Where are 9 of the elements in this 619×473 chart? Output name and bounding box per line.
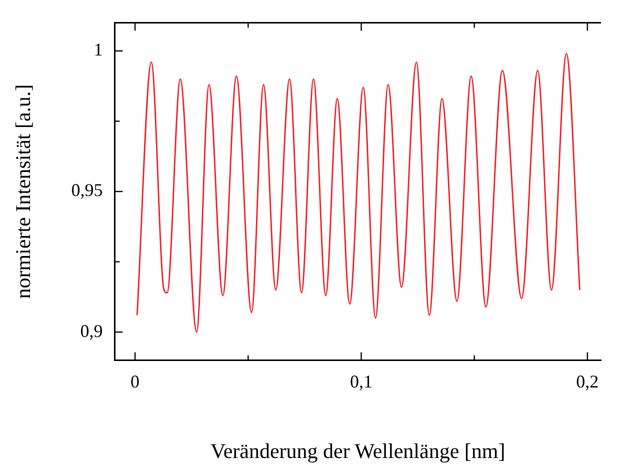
- x-axis-title: Veränderung der Wellenlänge [nm]: [210, 438, 506, 463]
- y-tick-label: 1: [94, 40, 103, 60]
- line-series: [136, 53, 580, 333]
- x-tick-label: 0: [130, 372, 140, 392]
- x-tick-label: 0,2: [576, 372, 599, 392]
- y-tick-label: 0,95: [71, 180, 103, 200]
- y-axis-title: normierte Intensität [a.u.]: [11, 84, 36, 299]
- y-tick-label: 0,9: [80, 320, 103, 341]
- x-tick-label: 0,1: [350, 372, 372, 392]
